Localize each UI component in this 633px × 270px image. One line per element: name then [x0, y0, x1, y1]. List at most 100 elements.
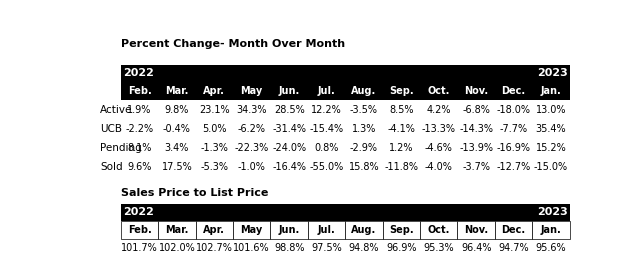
Text: 3.4%: 3.4% — [165, 143, 189, 153]
Text: -3.7%: -3.7% — [462, 162, 490, 172]
Text: 1.3%: 1.3% — [352, 124, 376, 134]
Text: Feb.: Feb. — [128, 225, 151, 235]
Text: 102.7%: 102.7% — [196, 243, 233, 253]
Text: 2022: 2022 — [123, 69, 154, 79]
Text: 95.3%: 95.3% — [423, 243, 454, 253]
Text: -4.6%: -4.6% — [425, 143, 453, 153]
Text: -1.3%: -1.3% — [201, 143, 229, 153]
Text: 8.5%: 8.5% — [389, 104, 413, 114]
Text: 97.5%: 97.5% — [311, 243, 342, 253]
Text: Oct.: Oct. — [427, 86, 450, 96]
Text: UCB: UCB — [100, 124, 122, 134]
Text: -13.9%: -13.9% — [459, 143, 493, 153]
Text: Nov.: Nov. — [464, 86, 488, 96]
Bar — [345, 221, 383, 239]
Text: Jun.: Jun. — [279, 225, 300, 235]
Text: 1.9%: 1.9% — [127, 104, 152, 114]
Text: Jan.: Jan. — [541, 225, 561, 235]
Bar — [121, 204, 570, 221]
Text: Pending: Pending — [100, 143, 142, 153]
Text: -16.4%: -16.4% — [272, 162, 306, 172]
Text: -15.0%: -15.0% — [534, 162, 568, 172]
Text: 28.5%: 28.5% — [274, 104, 304, 114]
Text: 23.1%: 23.1% — [199, 104, 230, 114]
Bar — [308, 221, 345, 239]
Text: 95.6%: 95.6% — [536, 243, 567, 253]
Bar — [495, 221, 532, 239]
Text: -13.3%: -13.3% — [422, 124, 456, 134]
Text: Aug.: Aug. — [351, 225, 377, 235]
Bar — [121, 82, 570, 100]
Text: 8.1%: 8.1% — [127, 143, 152, 153]
Text: Dec.: Dec. — [501, 86, 525, 96]
Text: Nov.: Nov. — [464, 225, 488, 235]
Bar — [532, 221, 570, 239]
Bar — [121, 65, 570, 82]
Text: 15.2%: 15.2% — [536, 143, 567, 153]
Bar — [158, 221, 196, 239]
Text: -11.8%: -11.8% — [384, 162, 418, 172]
Text: 1.2%: 1.2% — [389, 143, 413, 153]
Text: Feb.: Feb. — [128, 86, 151, 96]
Text: 9.6%: 9.6% — [127, 162, 152, 172]
Text: 2022: 2022 — [123, 207, 154, 217]
Text: Jul.: Jul. — [318, 225, 335, 235]
Text: Mar.: Mar. — [165, 225, 189, 235]
Text: 15.8%: 15.8% — [349, 162, 379, 172]
Text: -16.9%: -16.9% — [497, 143, 530, 153]
Text: -5.3%: -5.3% — [200, 162, 229, 172]
Text: Jul.: Jul. — [318, 86, 335, 96]
Text: 102.0%: 102.0% — [158, 243, 196, 253]
Text: 2023: 2023 — [537, 207, 568, 217]
Text: Aug.: Aug. — [351, 86, 377, 96]
Text: -31.4%: -31.4% — [272, 124, 306, 134]
Text: Apr.: Apr. — [203, 86, 225, 96]
Text: Jan.: Jan. — [541, 86, 561, 96]
Text: -2.2%: -2.2% — [125, 124, 154, 134]
Bar — [196, 221, 233, 239]
Bar — [420, 221, 458, 239]
Text: Sep.: Sep. — [389, 86, 414, 96]
Text: Mar.: Mar. — [165, 86, 189, 96]
Text: 4.2%: 4.2% — [427, 104, 451, 114]
Text: -24.0%: -24.0% — [272, 143, 306, 153]
Bar — [121, 221, 158, 239]
Bar — [233, 221, 270, 239]
Text: -2.9%: -2.9% — [350, 143, 378, 153]
Text: 101.7%: 101.7% — [121, 243, 158, 253]
Text: -22.3%: -22.3% — [235, 143, 269, 153]
Text: -14.3%: -14.3% — [459, 124, 493, 134]
Text: 5.0%: 5.0% — [202, 124, 227, 134]
Text: -0.4%: -0.4% — [163, 124, 191, 134]
Text: 94.7%: 94.7% — [498, 243, 529, 253]
Text: -3.5%: -3.5% — [350, 104, 378, 114]
Text: -7.7%: -7.7% — [499, 124, 528, 134]
Bar — [458, 221, 495, 239]
Text: -55.0%: -55.0% — [310, 162, 344, 172]
Text: 98.8%: 98.8% — [274, 243, 304, 253]
Text: 35.4%: 35.4% — [536, 124, 567, 134]
Text: -15.4%: -15.4% — [310, 124, 344, 134]
Text: -4.1%: -4.1% — [387, 124, 415, 134]
Text: 0.8%: 0.8% — [315, 143, 339, 153]
Text: Jun.: Jun. — [279, 86, 300, 96]
Text: 2023: 2023 — [537, 69, 568, 79]
Text: 12.2%: 12.2% — [311, 104, 342, 114]
Text: May: May — [241, 225, 263, 235]
Text: 94.8%: 94.8% — [349, 243, 379, 253]
Text: Sold: Sold — [100, 162, 123, 172]
Text: 101.6%: 101.6% — [234, 243, 270, 253]
Text: Active: Active — [100, 104, 132, 114]
Text: -1.0%: -1.0% — [238, 162, 266, 172]
Text: Sep.: Sep. — [389, 225, 414, 235]
Bar — [270, 221, 308, 239]
Text: -18.0%: -18.0% — [497, 104, 530, 114]
Text: 9.8%: 9.8% — [165, 104, 189, 114]
Bar — [383, 221, 420, 239]
Text: -12.7%: -12.7% — [496, 162, 530, 172]
Text: -6.2%: -6.2% — [238, 124, 266, 134]
Text: 34.3%: 34.3% — [237, 104, 267, 114]
Text: -6.8%: -6.8% — [462, 104, 490, 114]
Text: Percent Change- Month Over Month: Percent Change- Month Over Month — [121, 39, 345, 49]
Text: Dec.: Dec. — [501, 225, 525, 235]
